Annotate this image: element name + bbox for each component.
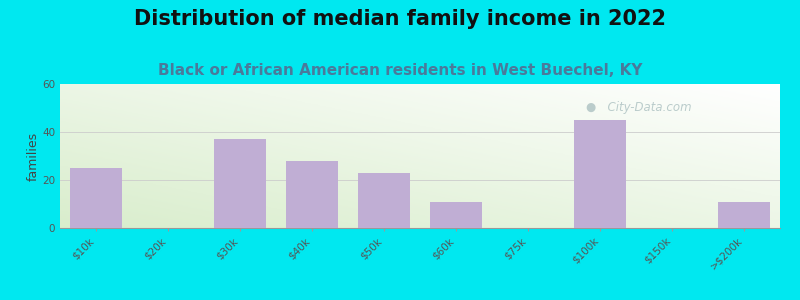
Bar xyxy=(718,202,770,228)
Text: Black or African American residents in West Buechel, KY: Black or African American residents in W… xyxy=(158,63,642,78)
Bar xyxy=(574,120,626,228)
Bar xyxy=(430,202,482,228)
Text: ●   City-Data.com: ● City-Data.com xyxy=(586,101,691,114)
Bar xyxy=(358,173,410,228)
Bar xyxy=(70,168,122,228)
Bar xyxy=(286,161,338,228)
Y-axis label: families: families xyxy=(26,131,39,181)
Text: Distribution of median family income in 2022: Distribution of median family income in … xyxy=(134,9,666,29)
Bar xyxy=(214,139,266,228)
